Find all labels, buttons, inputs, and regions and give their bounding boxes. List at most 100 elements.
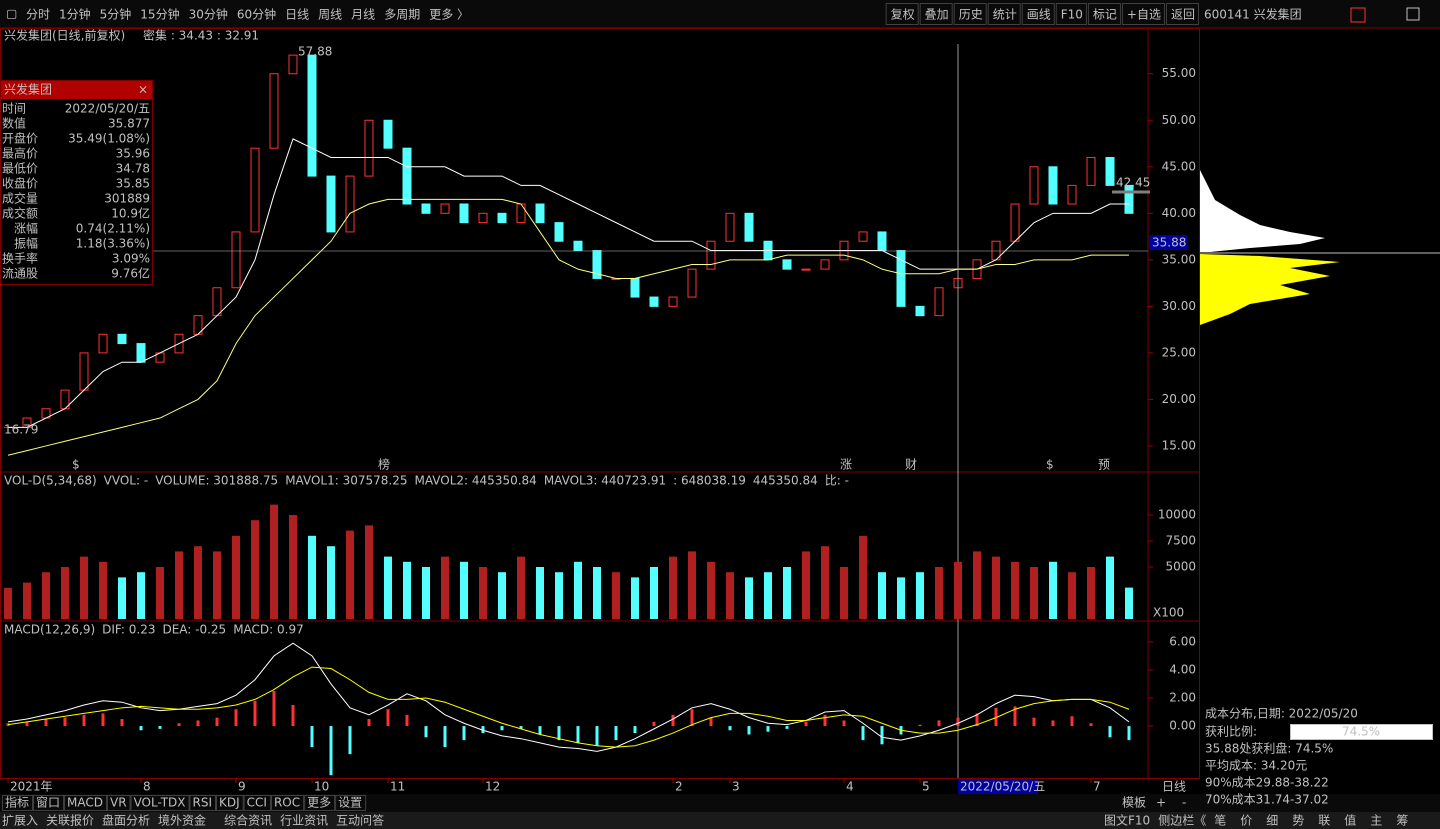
- period-tab[interactable]: 周线: [318, 8, 342, 22]
- profit-box: [1290, 724, 1433, 740]
- candle: [269, 73, 279, 149]
- status-item[interactable]: 行业资讯: [280, 814, 328, 828]
- status-item[interactable]: 笔: [1214, 813, 1226, 828]
- status-item[interactable]: 筹: [1396, 814, 1408, 828]
- candle: [1048, 166, 1058, 205]
- period-tab[interactable]: 60分钟: [237, 7, 276, 22]
- tool-button[interactable]: +自选: [1127, 8, 1161, 22]
- status-item[interactable]: 细: [1266, 814, 1278, 828]
- event-marker[interactable]: $: [72, 458, 80, 472]
- indicator-tab[interactable]: MACD: [67, 796, 103, 810]
- button-frame: [1121, 3, 1165, 25]
- indicator-tab[interactable]: VR: [110, 796, 127, 810]
- y-tick-label: 4.00: [1169, 662, 1196, 676]
- tab-frame: [270, 795, 305, 811]
- indicator-tab[interactable]: RSI: [193, 796, 213, 810]
- status-item[interactable]: 扩展入: [2, 814, 38, 828]
- event-marker[interactable]: 榜: [378, 457, 390, 472]
- period-tab[interactable]: 30分钟: [189, 7, 228, 22]
- period-tab[interactable]: 多周期: [384, 8, 420, 22]
- event-marker[interactable]: 预: [1098, 458, 1110, 472]
- volume-bar: [1049, 561, 1057, 619]
- info-label: 开盘价: [2, 131, 38, 146]
- volume-bar: [118, 577, 126, 619]
- indicator-tab[interactable]: 指标: [5, 795, 29, 810]
- volume-bar: [1068, 572, 1076, 619]
- button-frame: [953, 3, 987, 25]
- period-tab[interactable]: 5分钟: [100, 7, 132, 22]
- info-value: 1.18(3.36%): [76, 237, 150, 251]
- status-item[interactable]: 盘面分析: [102, 813, 150, 828]
- tabs-bg: [0, 794, 1440, 812]
- candle: [782, 259, 792, 270]
- status-item[interactable]: 价: [1240, 814, 1252, 828]
- volume-bar: [346, 530, 354, 619]
- indicator-tab[interactable]: VOL-TDX: [134, 796, 186, 810]
- tool-button[interactable]: 画线: [1027, 8, 1051, 22]
- window-icon[interactable]: ▢: [6, 7, 17, 21]
- panel-button[interactable]: 模板: [1122, 796, 1146, 810]
- volume-bar: [137, 572, 145, 619]
- tool-button[interactable]: 统计: [993, 8, 1017, 22]
- indicator-tab[interactable]: KDJ: [219, 796, 240, 810]
- panel-button[interactable]: +: [1156, 796, 1166, 810]
- status-item[interactable]: 综合资讯: [224, 813, 272, 828]
- indicator-tab[interactable]: 设置: [338, 796, 362, 810]
- info-value: 10.9亿: [111, 206, 150, 221]
- tool-button[interactable]: 历史: [959, 8, 983, 22]
- indicator-tab[interactable]: CCI: [247, 796, 267, 810]
- tool-button[interactable]: 复权: [891, 8, 915, 22]
- period-tab[interactable]: 日线: [285, 8, 309, 22]
- period-tab[interactable]: 更多 〉: [429, 8, 469, 22]
- indicator-tab[interactable]: ROC: [274, 796, 300, 810]
- candle: [554, 222, 564, 242]
- status-item[interactable]: 主: [1370, 814, 1382, 828]
- status-item[interactable]: 值: [1344, 813, 1356, 828]
- x-tick-label: 3: [732, 780, 740, 794]
- volume-bar: [1125, 587, 1133, 619]
- volume-bar: [897, 577, 905, 619]
- tool-button[interactable]: 返回: [1171, 8, 1195, 22]
- volume-bar: [194, 546, 202, 619]
- candle: [1029, 166, 1039, 205]
- x-tick-label: 8: [143, 780, 151, 794]
- status-item[interactable]: 境外资金: [158, 813, 206, 828]
- tab-frame: [304, 795, 336, 811]
- status-bg: [0, 812, 1440, 829]
- period-tab[interactable]: 分时: [26, 8, 50, 22]
- candle: [744, 212, 754, 242]
- status-item[interactable]: 侧边栏《: [1158, 813, 1206, 828]
- button-frame: [885, 3, 919, 25]
- status-item[interactable]: 图文F10: [1104, 813, 1150, 828]
- period-tab[interactable]: 月线: [351, 8, 375, 22]
- tool-icon[interactable]: [1350, 7, 1366, 23]
- close-icon[interactable]: ×: [138, 83, 148, 97]
- indicator-tab[interactable]: 窗口: [36, 796, 60, 810]
- status-item[interactable]: 互动问答: [336, 813, 384, 828]
- volume-header: MAVOL1: 307578.25: [285, 474, 407, 488]
- indicator-tab[interactable]: 更多: [307, 796, 331, 810]
- event-marker[interactable]: 涨: [840, 457, 852, 472]
- tool-button[interactable]: 叠加: [925, 8, 949, 22]
- candle: [402, 147, 412, 205]
- y-tick-label: 45.00: [1162, 159, 1196, 173]
- status-item[interactable]: 关联报价: [46, 813, 94, 828]
- candle: [649, 296, 659, 307]
- candle: [1086, 156, 1096, 186]
- x-tick-label: 2021年: [10, 780, 53, 794]
- period-tab[interactable]: 1分钟: [59, 7, 91, 22]
- panel-button[interactable]: -: [1182, 796, 1186, 810]
- tool-button[interactable]: 标记: [1093, 8, 1117, 22]
- event-marker[interactable]: $: [1046, 458, 1054, 472]
- status-item[interactable]: 联: [1318, 814, 1330, 828]
- status-item[interactable]: 势: [1292, 814, 1304, 828]
- chart-frame: [0, 28, 1200, 779]
- info-label: 成交额: [2, 206, 38, 221]
- button-frame: [1087, 3, 1121, 25]
- period-tab[interactable]: 15分钟: [140, 7, 179, 22]
- volume-bar: [80, 556, 88, 619]
- tool-icon[interactable]: [1406, 7, 1420, 21]
- tab-frame: [33, 795, 65, 811]
- event-marker[interactable]: 财: [905, 458, 917, 472]
- tool-button[interactable]: F10: [1061, 8, 1083, 22]
